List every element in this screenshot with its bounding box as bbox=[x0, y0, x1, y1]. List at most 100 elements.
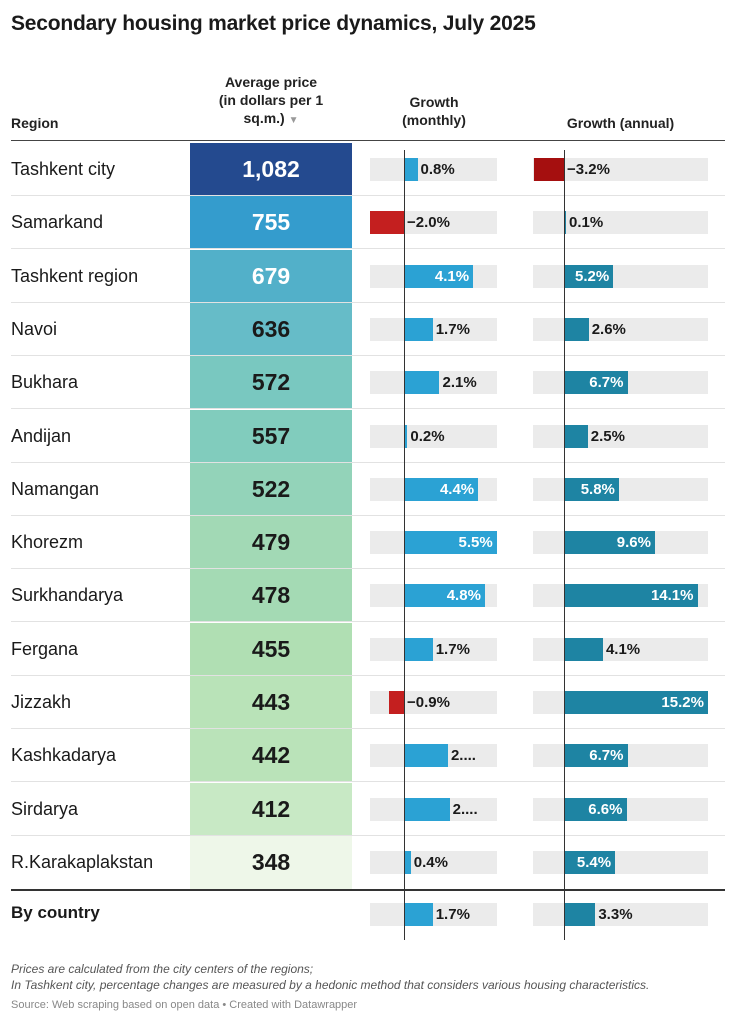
positive-bar bbox=[404, 371, 440, 395]
header-price-line3: sq.m.) bbox=[243, 110, 285, 126]
table-row: Kashkadarya 442 bbox=[0, 729, 737, 783]
positive-bar bbox=[404, 584, 486, 608]
row-divider bbox=[11, 568, 725, 570]
negative-bar bbox=[533, 158, 564, 181]
positive-bar bbox=[564, 211, 566, 235]
region-label: Surkhandarya bbox=[11, 585, 124, 606]
bar-track bbox=[370, 850, 497, 874]
positive-bar bbox=[564, 371, 628, 395]
value-label: 5.5% bbox=[458, 534, 493, 552]
row-divider bbox=[11, 514, 725, 516]
table-row: R.Karakaplakstan 348 bbox=[0, 835, 737, 889]
bar-track bbox=[533, 211, 708, 235]
table-row: Samarkand 755 bbox=[0, 196, 737, 250]
bar-track bbox=[533, 158, 708, 181]
bar-track bbox=[533, 477, 708, 501]
positive-bar bbox=[404, 744, 448, 768]
positive-bar bbox=[564, 744, 628, 768]
price-cell: 1,082 bbox=[190, 143, 352, 196]
region-label: Bukhara bbox=[11, 372, 79, 393]
positive-bar bbox=[564, 797, 627, 821]
header-monthly-line1: Growth bbox=[409, 94, 459, 110]
table-row: Tashkent city 1,082 bbox=[0, 143, 737, 196]
bar-track bbox=[533, 264, 708, 288]
region-label: Jizzakh bbox=[11, 692, 72, 712]
value-label: 9.6% bbox=[616, 534, 651, 552]
region-label: Fergana bbox=[11, 638, 79, 659]
region-label: Kashkadarya bbox=[11, 745, 117, 766]
value-label: −0.9% bbox=[407, 694, 450, 711]
header-annual: Growth (annual) bbox=[566, 115, 675, 131]
row-divider bbox=[11, 621, 725, 623]
price-cell: 572 bbox=[190, 356, 352, 410]
value-label: 1.7% bbox=[435, 906, 470, 923]
positive-bar bbox=[404, 531, 497, 555]
positive-bar bbox=[404, 797, 450, 821]
total-label: By country bbox=[11, 903, 100, 922]
header-monthly: Growth (monthly) bbox=[370, 93, 498, 129]
price-cell: 348 bbox=[190, 835, 352, 889]
region-label: R.Karakaplakstan bbox=[11, 851, 154, 872]
table-row: Sirdarya 412 bbox=[0, 782, 737, 836]
table-row: Navoi 636 bbox=[0, 302, 737, 356]
header-price-line1: Average price bbox=[224, 74, 318, 90]
value-label: 0.8% bbox=[420, 161, 455, 178]
positive-bar bbox=[564, 584, 698, 608]
source-note: Source: Web scraping based on open data … bbox=[11, 999, 358, 1011]
negative-bar bbox=[388, 691, 404, 714]
table-row: Fergana 455 bbox=[0, 622, 737, 676]
value-label: 0.2% bbox=[410, 427, 445, 445]
value-label: 4.1% bbox=[434, 267, 470, 285]
footnote-line2: In Tashkent city, percentage changes are… bbox=[11, 978, 650, 992]
positive-bar bbox=[564, 637, 603, 661]
region-label: Samarkand bbox=[11, 212, 104, 233]
positive-bar bbox=[404, 637, 433, 661]
positive-bar bbox=[404, 850, 411, 874]
region-label: Tashkent region bbox=[11, 265, 139, 286]
header-price[interactable]: Average price (in dollars per 1 sq.m.) ▼ bbox=[190, 73, 352, 130]
price-cell: 455 bbox=[190, 622, 352, 676]
value-label: 2.1% bbox=[442, 374, 477, 392]
table-row: Andijan 557 bbox=[0, 409, 737, 463]
positive-bar bbox=[564, 424, 588, 448]
region-label: Navoi bbox=[11, 318, 58, 339]
positive-bar bbox=[404, 158, 418, 181]
value-label: 4.4% bbox=[439, 480, 475, 498]
row-divider bbox=[11, 195, 725, 196]
header-monthly-line2: (monthly) bbox=[402, 112, 466, 128]
positive-bar bbox=[404, 477, 479, 501]
price-cell: 636 bbox=[190, 302, 352, 356]
bar-track bbox=[370, 903, 497, 926]
annual-zero-axis bbox=[564, 150, 565, 940]
value-label: 5.2% bbox=[575, 267, 610, 285]
monthly-zero-axis bbox=[404, 150, 405, 940]
price-cell: 522 bbox=[190, 462, 352, 516]
price-cell: 679 bbox=[190, 249, 352, 303]
region-label: Tashkent city bbox=[11, 159, 116, 179]
table-row: Surkhandarya 478 bbox=[0, 569, 737, 623]
value-label: 6.7% bbox=[589, 747, 624, 765]
value-label: 2.... bbox=[452, 800, 478, 818]
sort-desc-icon: ▼ bbox=[288, 115, 299, 126]
value-label: 4.1% bbox=[605, 640, 641, 658]
chart-title: Secondary housing market price dynamics,… bbox=[11, 12, 536, 35]
row-divider bbox=[11, 728, 725, 729]
positive-bar bbox=[564, 691, 709, 714]
value-label: 5.8% bbox=[580, 480, 615, 498]
row-divider bbox=[11, 674, 725, 676]
positive-bar bbox=[404, 264, 474, 288]
header-region: Region bbox=[11, 115, 59, 131]
value-label: 2.5% bbox=[590, 427, 625, 445]
price-cell: 479 bbox=[190, 516, 352, 570]
positive-bar bbox=[564, 317, 589, 341]
price-cell: 755 bbox=[190, 196, 352, 250]
bar-track bbox=[533, 850, 708, 874]
negative-bar bbox=[370, 211, 404, 235]
row-divider bbox=[11, 834, 725, 836]
table-row: Namangan 522 bbox=[0, 462, 737, 516]
bar-track bbox=[370, 424, 497, 448]
region-label: Namangan bbox=[11, 478, 100, 499]
bar-track bbox=[370, 317, 497, 341]
price-cell: 443 bbox=[190, 676, 352, 729]
